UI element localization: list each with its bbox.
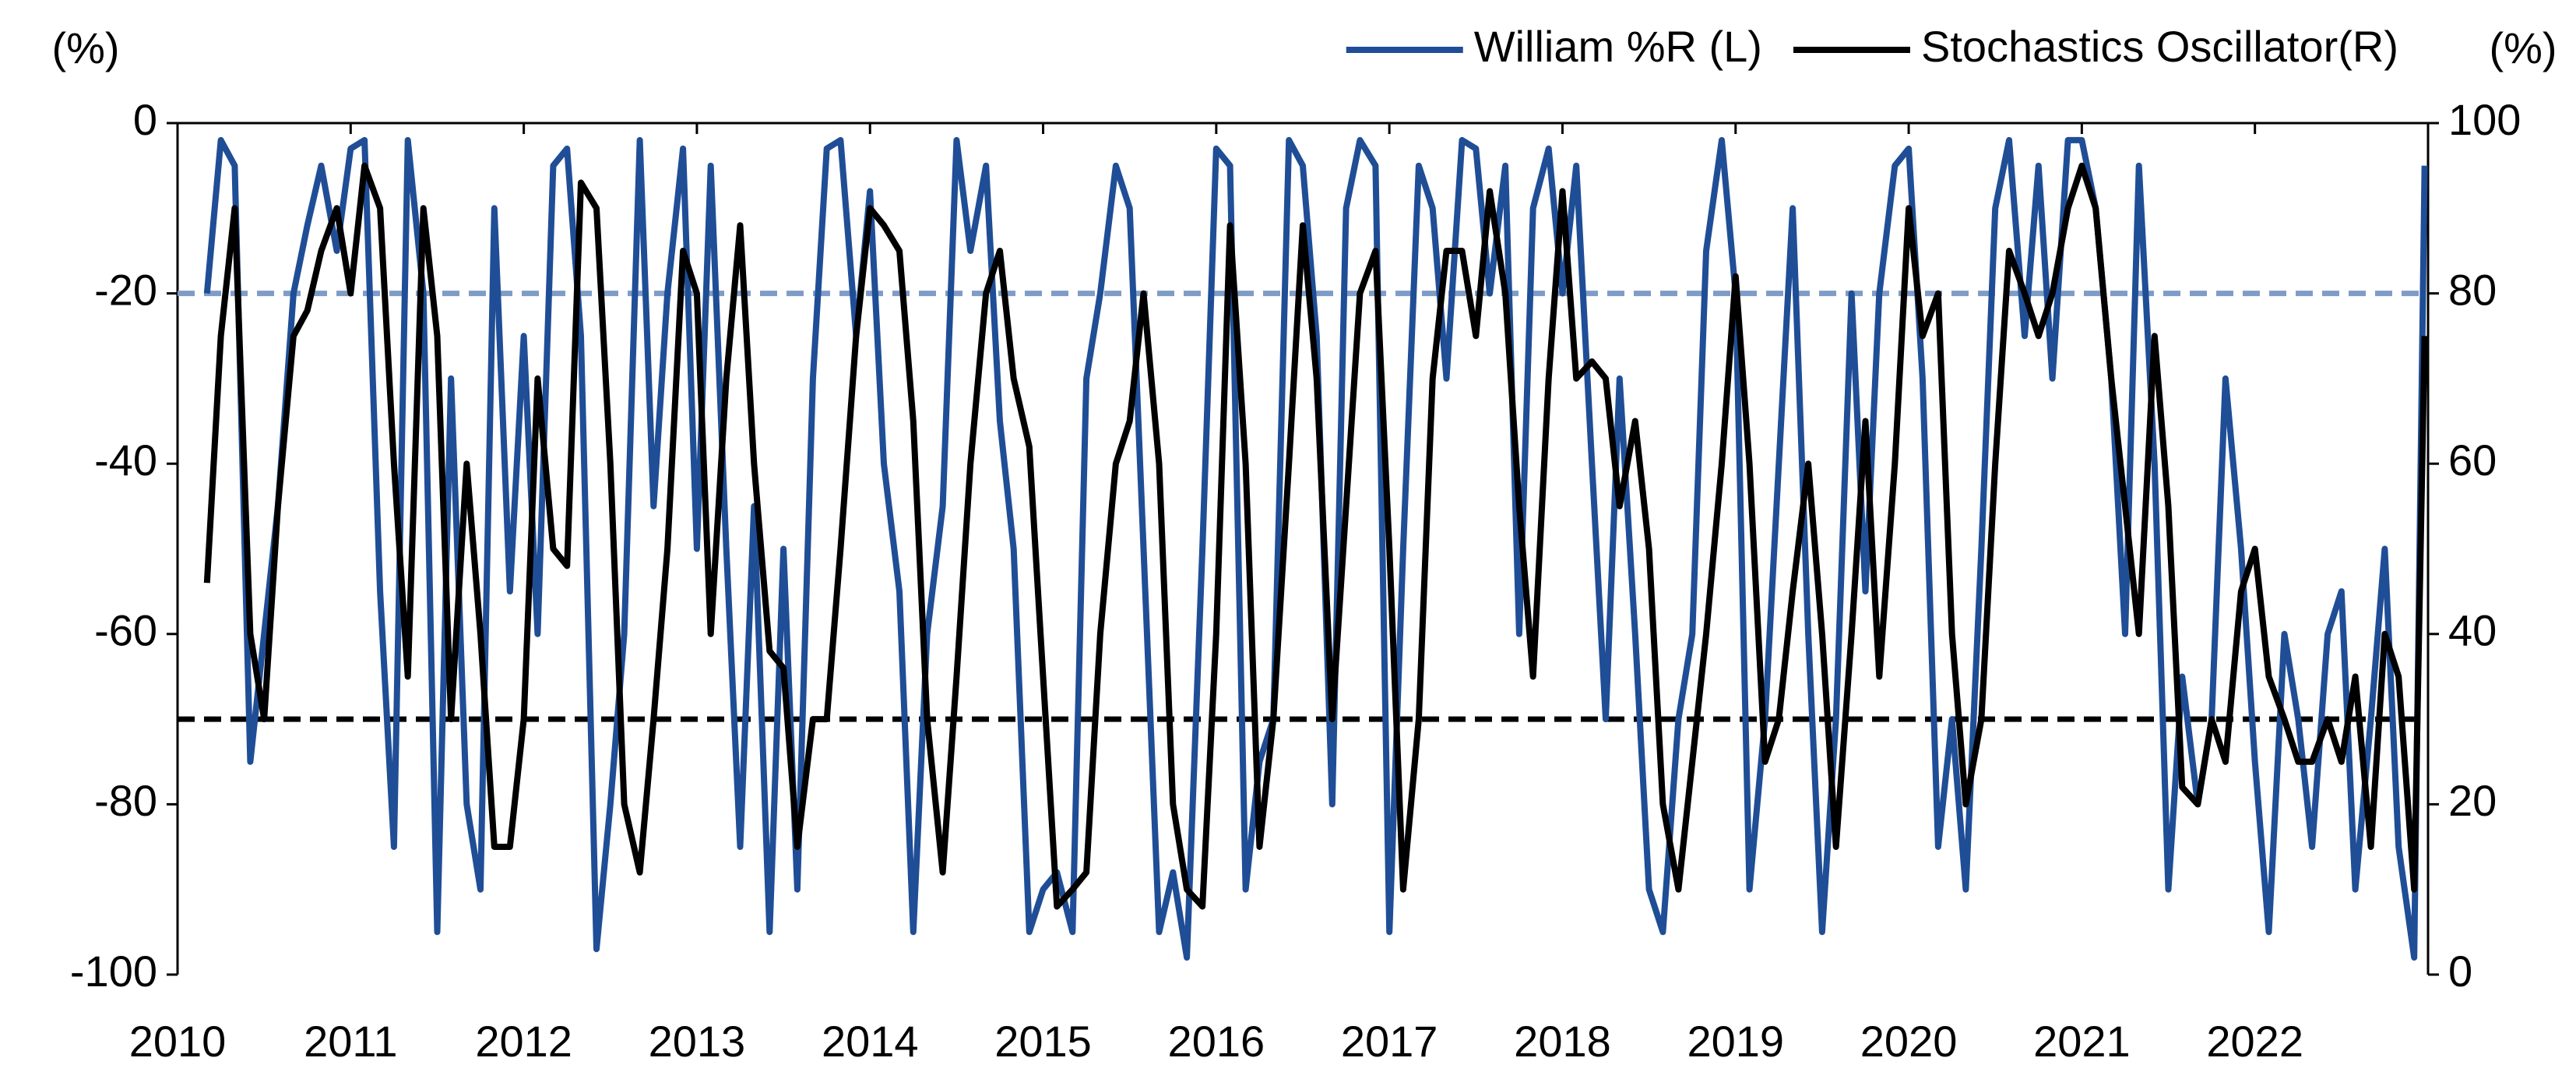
y2-tick-label: 100	[2448, 95, 2521, 144]
data-line	[203, 162, 2428, 910]
y-tick-label: -100	[70, 947, 157, 996]
y-axis-label: (%)	[51, 23, 119, 72]
x-tick-label: 2020	[1860, 1017, 1958, 1066]
y-tick-label: -40	[94, 435, 157, 485]
x-tick-label: 2015	[994, 1017, 1092, 1066]
y-tick-label: -20	[94, 265, 157, 314]
y2-tick-label: 80	[2448, 265, 2497, 314]
x-tick-label: 2011	[304, 1017, 397, 1066]
y2-tick-label: 20	[2448, 776, 2497, 825]
x-tick-label: 2021	[2033, 1017, 2131, 1066]
legend-label: Stochastics Oscillator(R)	[1921, 22, 2398, 71]
y2-tick-label: 60	[2448, 435, 2497, 485]
data-line	[203, 136, 2428, 961]
legend-label: William %R (L)	[1474, 22, 1762, 71]
x-tick-label: 2018	[1514, 1017, 1611, 1066]
x-tick-label: 2010	[129, 1017, 227, 1066]
x-tick-label: 2019	[1687, 1017, 1784, 1066]
x-tick-label: 2017	[1341, 1017, 1438, 1066]
y2-tick-label: 40	[2448, 606, 2497, 655]
y2-axis-label: (%)	[2489, 23, 2557, 72]
y-tick-label: 0	[133, 95, 157, 144]
y2-tick-label: 0	[2448, 947, 2472, 996]
x-tick-label: 2012	[475, 1017, 572, 1066]
x-tick-label: 2022	[2206, 1017, 2303, 1066]
y-tick-label: -60	[94, 606, 157, 655]
y-tick-label: -80	[94, 776, 157, 825]
x-tick-label: 2013	[649, 1017, 746, 1066]
x-tick-label: 2014	[822, 1017, 919, 1066]
x-tick-label: 2016	[1168, 1017, 1265, 1066]
